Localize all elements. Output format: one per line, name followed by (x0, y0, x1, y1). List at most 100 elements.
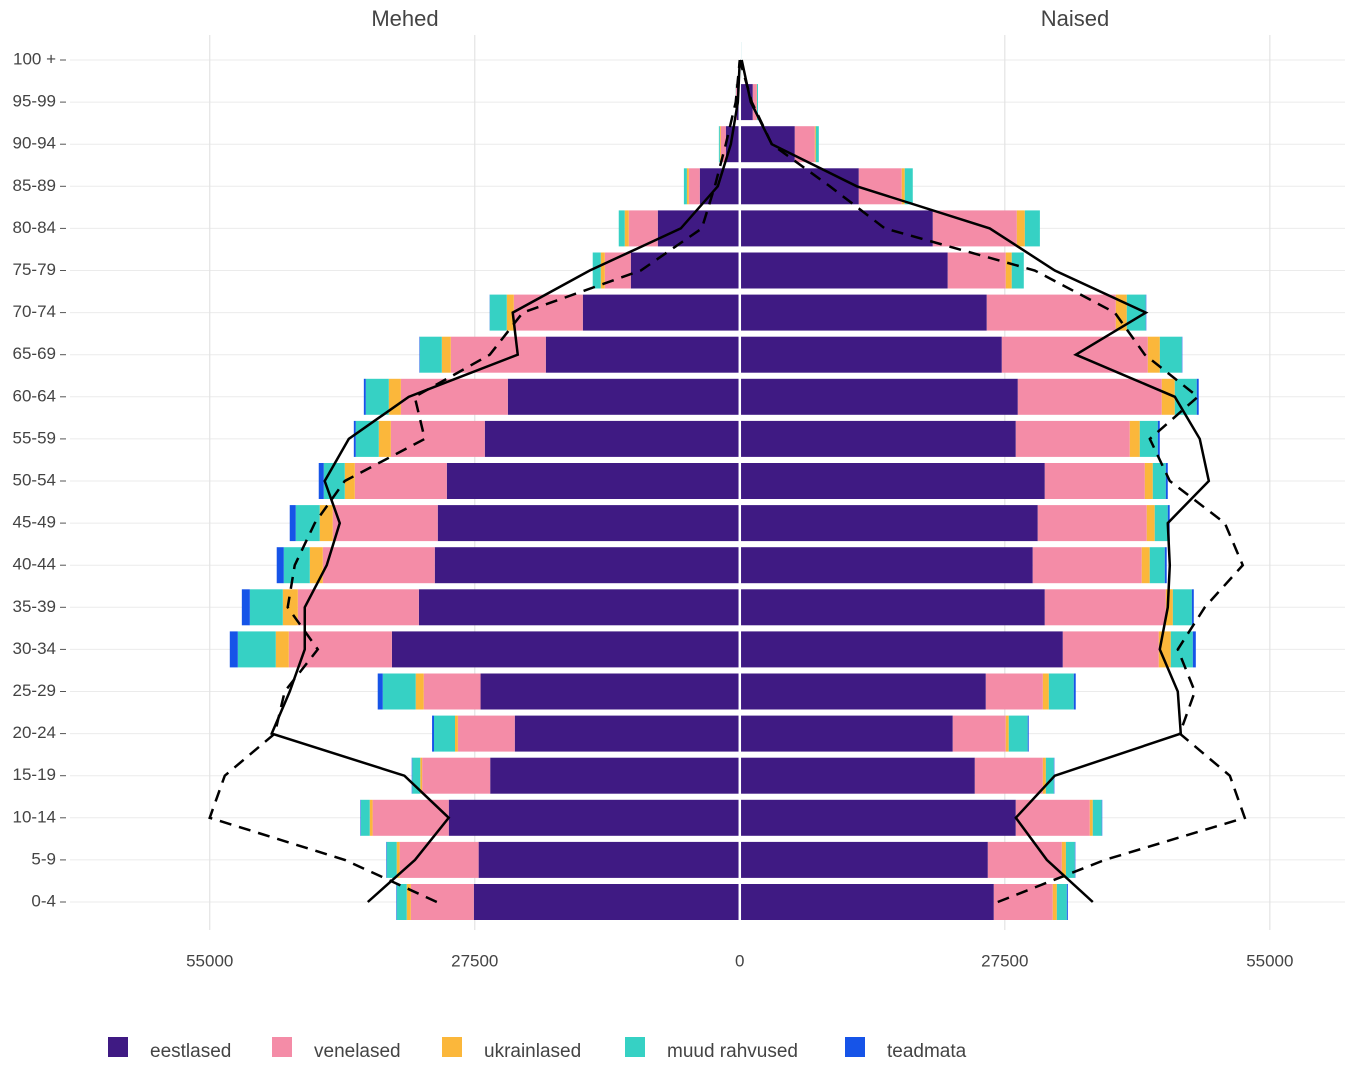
y-tick-label: 5-9 (31, 849, 56, 868)
y-tick-label: 40-44 (13, 555, 56, 574)
bar (1067, 884, 1068, 920)
bar (277, 547, 284, 583)
bar (740, 800, 1016, 836)
bar (1057, 884, 1067, 920)
bar (625, 210, 629, 246)
bar (1018, 379, 1162, 415)
x-tick-label: 55000 (1246, 951, 1293, 970)
bar (1160, 337, 1182, 373)
y-tick-label: 60-64 (13, 386, 56, 405)
legend-label: venelased (314, 1041, 401, 1062)
bar (740, 168, 859, 204)
x-tick-label: 55000 (186, 951, 233, 970)
bar (432, 716, 434, 752)
bar (975, 758, 1043, 794)
bar (1012, 253, 1024, 289)
bar (740, 295, 987, 331)
bar (354, 421, 356, 457)
bar (458, 716, 515, 752)
bar (740, 589, 1045, 625)
bar (290, 505, 296, 541)
bar (902, 168, 905, 204)
bar (333, 505, 438, 541)
y-tick-label: 95-99 (13, 92, 56, 111)
bar (719, 126, 720, 162)
bar (658, 210, 740, 246)
legend-label: muud rahvused (667, 1041, 798, 1062)
bar (1016, 421, 1130, 457)
bar (546, 337, 740, 373)
y-tick-label: 20-24 (13, 723, 56, 742)
bar (1049, 674, 1074, 710)
bar (740, 505, 1038, 541)
bar (988, 842, 1062, 878)
bar (1045, 589, 1166, 625)
bar (370, 800, 373, 836)
bar (451, 337, 546, 373)
bar (1025, 210, 1040, 246)
y-tick-label: 30-34 (13, 639, 56, 658)
bar (1009, 716, 1028, 752)
bar (1192, 589, 1194, 625)
bar (455, 716, 458, 752)
bar (479, 842, 740, 878)
bar (1142, 547, 1150, 583)
bar (435, 547, 740, 583)
panel-title: Naised (1041, 6, 1109, 31)
bar (250, 589, 283, 625)
bar (514, 295, 583, 331)
bar (1043, 674, 1049, 710)
bar (447, 463, 740, 499)
panel-title: Mehed (371, 6, 438, 31)
bar (1006, 253, 1012, 289)
bar (740, 126, 795, 162)
bar (387, 842, 397, 878)
y-tick-label: 50-54 (13, 470, 56, 489)
bar (1173, 589, 1192, 625)
bar (583, 295, 740, 331)
bar (481, 674, 740, 710)
bar (1045, 463, 1145, 499)
bar (1074, 674, 1076, 710)
bar (419, 589, 740, 625)
bar (383, 674, 416, 710)
y-tick-label: 85-89 (13, 176, 56, 195)
bar (1197, 379, 1199, 415)
bar (319, 463, 324, 499)
legend-swatch (272, 1037, 292, 1057)
y-tick-label: 25-29 (13, 681, 56, 700)
y-tick-label: 90-94 (13, 134, 56, 153)
bar (987, 295, 1116, 331)
bar (424, 674, 481, 710)
bar (631, 253, 740, 289)
y-tick-label: 45-49 (13, 513, 56, 532)
y-tick-label: 65-69 (13, 344, 56, 363)
bar (242, 589, 250, 625)
bar (905, 168, 913, 204)
bar (320, 505, 333, 541)
bar (1145, 463, 1153, 499)
bar (1155, 505, 1168, 541)
bar (411, 884, 474, 920)
bar (397, 884, 407, 920)
legend-label: eestlased (150, 1041, 231, 1062)
bar (1193, 631, 1196, 667)
legend-label: ukrainlased (484, 1041, 581, 1062)
bar (364, 379, 366, 415)
bar (1062, 842, 1066, 878)
bar (953, 716, 1006, 752)
bar (438, 505, 740, 541)
bar (740, 674, 986, 710)
bar (1028, 716, 1029, 752)
bar (687, 168, 689, 204)
bar (400, 842, 479, 878)
bar (1148, 337, 1160, 373)
bar (276, 631, 289, 667)
bar (474, 884, 740, 920)
bar (416, 674, 424, 710)
bar (986, 674, 1043, 710)
y-tick-label: 100 + (13, 49, 56, 68)
y-tick-label: 10-14 (13, 807, 56, 826)
x-tick-label: 27500 (451, 951, 498, 970)
y-tick-label: 80-84 (13, 218, 56, 237)
